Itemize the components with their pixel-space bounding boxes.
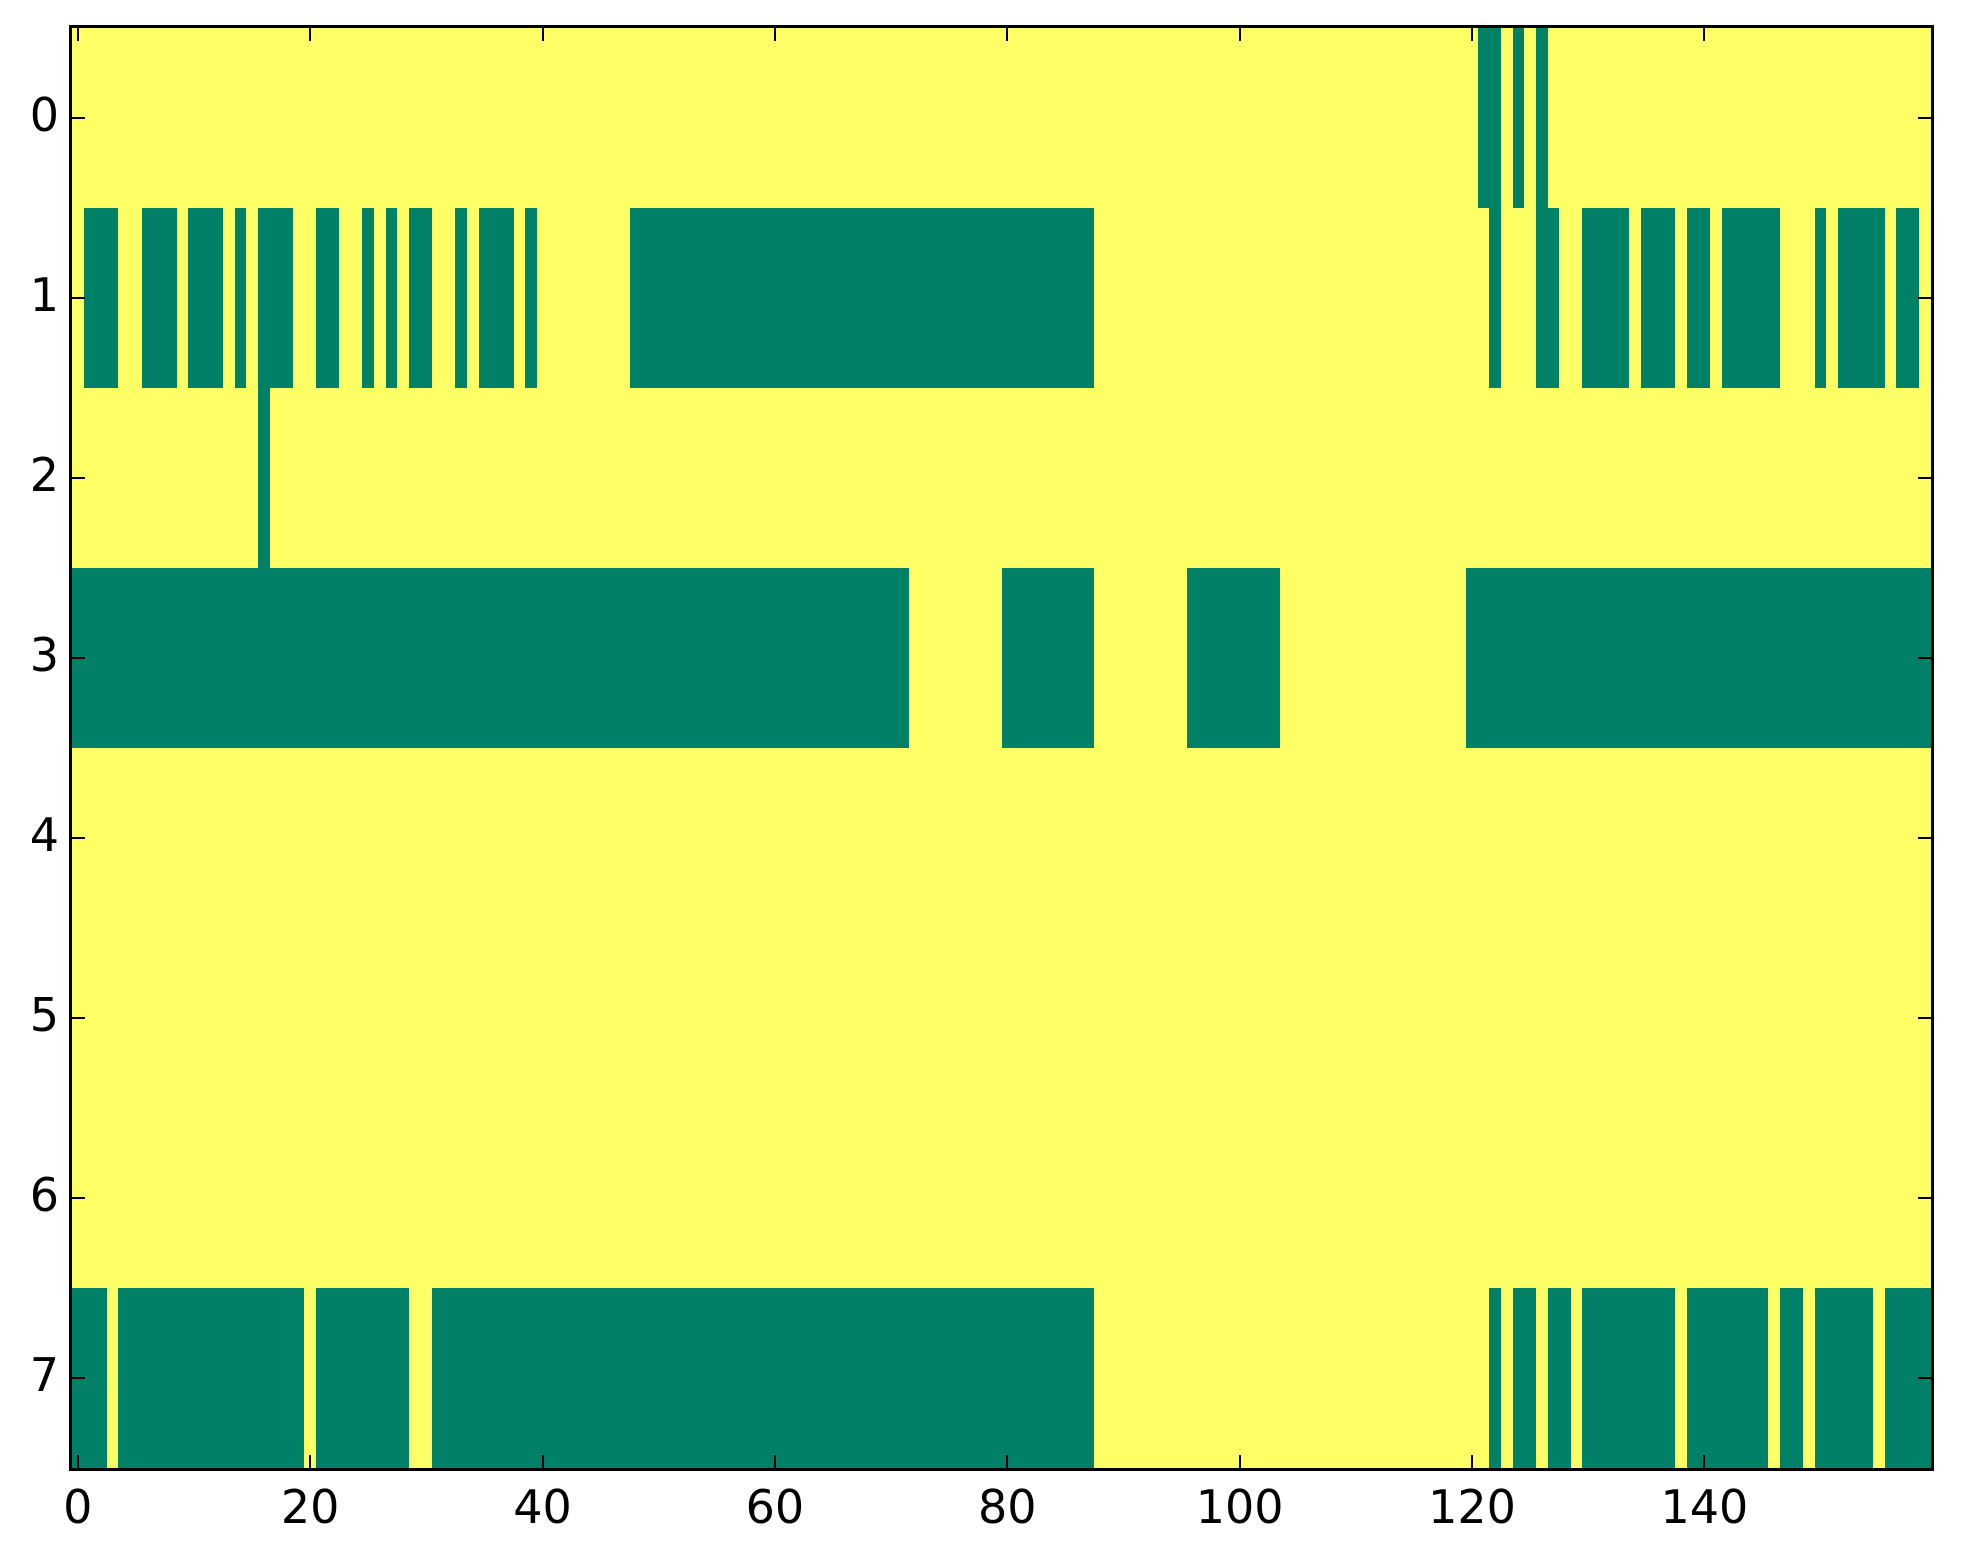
y-axis-tick-left	[72, 837, 85, 839]
y-axis-tick-label: 6	[29, 1168, 59, 1222]
heatmap-cell-run-row7	[1814, 1288, 1873, 1468]
y-axis-tick-left	[72, 1377, 85, 1379]
heatmap-cell-run-row1	[83, 208, 119, 388]
x-axis-tick-label: 0	[63, 1480, 93, 1534]
x-axis-tick-top	[1238, 28, 1241, 41]
heatmap-cell-run-row1	[141, 208, 177, 388]
x-axis-tick-label: 80	[978, 1480, 1037, 1534]
x-axis-tick-top	[76, 28, 79, 41]
heatmap-cell-run-row3	[1001, 568, 1095, 748]
x-axis-tick-label: 20	[280, 1480, 340, 1534]
y-axis-tick-right	[1918, 117, 1931, 119]
heatmap-cell-run-row7	[1687, 1288, 1769, 1468]
heatmap-cell-run-row1	[525, 208, 537, 388]
y-axis-tick-right	[1918, 1197, 1931, 1199]
heatmap-cell-run-row7	[118, 1288, 305, 1468]
x-axis-tick-top	[309, 28, 312, 41]
heatmap-cell-run-row1	[1582, 208, 1629, 388]
y-axis-tick-label: 5	[29, 988, 59, 1042]
heatmap-cell-run-row0	[1477, 28, 1502, 208]
y-axis-tick-label: 3	[29, 628, 59, 682]
heatmap-cell-run-row1	[385, 208, 398, 388]
y-axis-tick-left	[72, 117, 85, 119]
heatmap-cell-run-row2	[257, 388, 270, 568]
x-axis-tick-bottom	[773, 1455, 776, 1468]
heatmap-cell-run-row1	[1489, 208, 1502, 388]
heatmap-cell-run-row1	[1896, 208, 1920, 388]
x-axis-tick-bottom	[1471, 1455, 1474, 1468]
heatmap-cell-run-row7	[1512, 1288, 1536, 1468]
heatmap-cell-run-row1	[1814, 208, 1827, 388]
heatmap-cell-run-row7	[1489, 1288, 1502, 1468]
axes-spines	[69, 25, 1934, 1471]
heatmap-cell-run-row1	[188, 208, 224, 388]
heatmap-cell-run-row7	[315, 1288, 409, 1468]
heatmap-cell-run-row7	[1582, 1288, 1676, 1468]
y-axis-tick-right	[1918, 1017, 1931, 1019]
heatmap-cell-run-row1	[234, 208, 247, 388]
y-axis-tick-left	[72, 657, 85, 659]
x-axis-tick-top	[1006, 28, 1009, 41]
y-axis-tick-label: 7	[29, 1348, 59, 1402]
heatmap-cell-run-row0	[1512, 28, 1525, 208]
heatmap-cell-run-row1	[1640, 208, 1676, 388]
x-axis-tick-label: 60	[745, 1480, 805, 1534]
x-axis-tick-top	[773, 28, 776, 41]
heatmap-cell-run-row3	[72, 568, 909, 748]
y-axis-tick-label: 1	[29, 268, 59, 322]
x-axis-tick-bottom	[1703, 1455, 1706, 1468]
heatmap-cell-run-row1	[478, 208, 514, 388]
y-axis-tick-right	[1918, 1377, 1931, 1379]
x-axis-tick-label: 40	[513, 1480, 572, 1534]
heatmap-cell-run-row1	[1535, 208, 1560, 388]
heatmap-cell-run-row1	[1721, 208, 1780, 388]
heatmap-cell-run-row1	[362, 208, 375, 388]
y-axis-tick-label: 0	[29, 88, 59, 142]
heatmap-cell-run-row3	[1466, 568, 1931, 748]
y-axis-tick-right	[1918, 837, 1931, 839]
y-axis-tick-left	[72, 477, 85, 479]
y-axis-tick-right	[1918, 657, 1931, 659]
heatmap-cell-run-row1	[1838, 208, 1885, 388]
heatmap-cell-run-row1	[315, 208, 340, 388]
x-axis-tick-top	[1471, 28, 1474, 41]
heatmap-cell-run-row1	[257, 208, 293, 388]
x-axis-tick-bottom	[76, 1455, 79, 1468]
heatmap-cell-run-row7	[432, 1288, 1095, 1468]
heatmap-cell-run-row1	[1687, 208, 1711, 388]
heatmap-cell-run-row7	[1779, 1288, 1804, 1468]
heatmap-cell-run-row1	[629, 208, 1095, 388]
heatmap-plot-area	[72, 28, 1931, 1468]
heatmap-cell-run-row1	[408, 208, 433, 388]
y-axis-tick-label: 2	[29, 448, 59, 502]
x-axis-tick-top	[1703, 28, 1706, 41]
y-axis-tick-left	[72, 1197, 85, 1199]
y-axis-tick-left	[72, 1017, 85, 1019]
y-axis-tick-left	[72, 297, 85, 299]
heatmap-cell-run-row7	[1547, 1288, 1571, 1468]
x-axis-tick-label: 120	[1428, 1480, 1516, 1534]
x-axis-tick-bottom	[309, 1455, 312, 1468]
y-axis-tick-right	[1918, 297, 1931, 299]
x-axis-tick-bottom	[1238, 1455, 1241, 1468]
x-axis-tick-top	[541, 28, 544, 41]
x-axis-tick-label: 100	[1195, 1480, 1284, 1534]
x-axis-tick-bottom	[1006, 1455, 1009, 1468]
heatmap-cell-run-row1	[455, 208, 468, 388]
heatmap-cell-run-row0	[1535, 28, 1548, 208]
x-axis-tick-label: 140	[1660, 1480, 1749, 1534]
heatmap-cell-run-row3	[1187, 568, 1281, 748]
y-axis-tick-label: 4	[29, 808, 59, 862]
x-axis-tick-bottom	[541, 1455, 544, 1468]
y-axis-tick-right	[1918, 477, 1931, 479]
